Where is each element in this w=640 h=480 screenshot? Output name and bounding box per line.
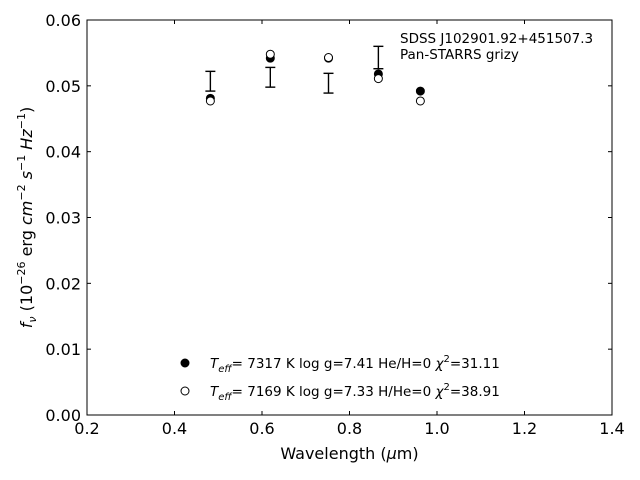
error-bar (323, 72, 334, 94)
y-tick-label: 0.06 (45, 11, 81, 30)
x-tick-label: 0.6 (249, 419, 274, 438)
plot-area: 0.2 0.4 0.6 0.8 1.0 1.2 1.4 0.00 0.01 0.02 0.03 0.0… (15, 11, 625, 463)
legend-label: Teff= 7317 K log g=7.41 He/H=0 χ2=31.11 (210, 354, 500, 375)
y-tick-label: 0.05 (45, 77, 81, 96)
x-tick-label: 0.2 (74, 419, 99, 438)
model-point-open (373, 74, 383, 84)
x-axis-title: Wavelength (μm) (280, 444, 418, 463)
error-bar (205, 70, 216, 92)
model-point-open (324, 53, 333, 63)
legend-label: Teff= 7169 K log g=7.33 H/He=0 χ2=38.91 (210, 382, 500, 403)
error-bar (373, 45, 384, 70)
error-bar (265, 66, 276, 88)
x-tick-label: 1.4 (599, 419, 624, 438)
y-tick-label: 0.01 (45, 340, 81, 359)
model-point-open (415, 96, 425, 106)
y-tick-label: 0.00 (45, 406, 81, 425)
x-tick-label: 1.0 (424, 419, 449, 438)
x-tick-label: 0.8 (337, 419, 362, 438)
annotation-line: SDSS J102901.92+451507.3 (400, 31, 593, 47)
model-point-filled (415, 86, 425, 96)
model-point-open (205, 96, 215, 106)
y-tick-label: 0.04 (45, 143, 81, 162)
x-tick-label: 1.2 (512, 419, 537, 438)
y-tick-label: 0.03 (45, 209, 81, 228)
legend-marker-open (180, 386, 190, 396)
annotation-line: Pan-STARRS grizy (400, 47, 519, 63)
model-point-open (265, 49, 275, 59)
legend-marker-filled (180, 358, 190, 368)
y-axis-title: fν (10−26 erg cm−2 s−1 Hz−1) (15, 107, 39, 328)
x-tick-label: 0.4 (162, 419, 187, 438)
y-tick-label: 0.02 (45, 274, 81, 293)
